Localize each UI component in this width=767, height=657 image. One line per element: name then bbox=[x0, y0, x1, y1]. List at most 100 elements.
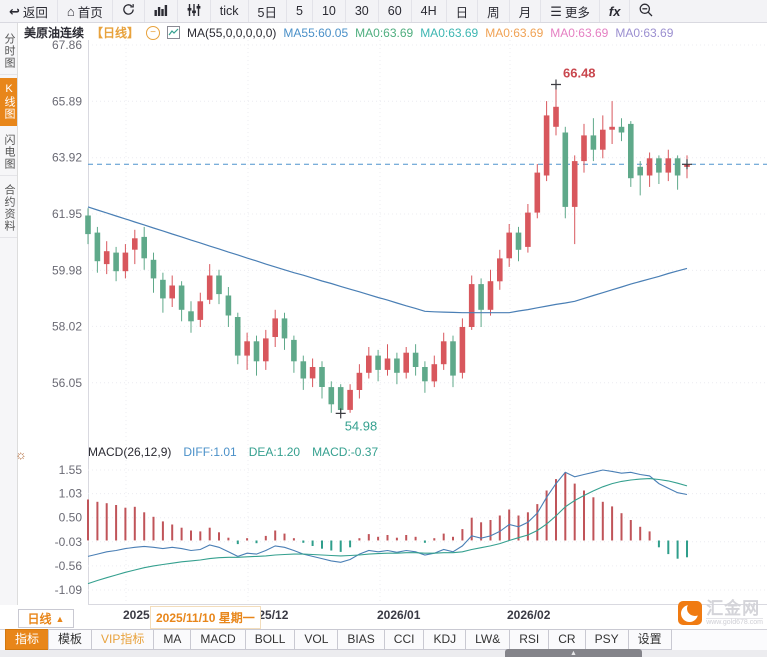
period-tick-button[interactable]: tick bbox=[211, 0, 249, 22]
menu-icon: ☰ bbox=[550, 3, 562, 19]
tab-lw[interactable]: LW& bbox=[465, 629, 511, 650]
bar-chart-button[interactable] bbox=[145, 0, 178, 22]
ma-indicator-icon[interactable] bbox=[167, 26, 181, 39]
period-30-button[interactable]: 30 bbox=[346, 0, 379, 22]
svg-text:67.86: 67.86 bbox=[52, 38, 82, 52]
crosshair-date-label: 2025/11/10 星期一 bbox=[150, 606, 261, 629]
sidebar-item-lightning-chart[interactable]: 闪电图 bbox=[0, 129, 17, 176]
home-button[interactable]: ⌂ 首页 bbox=[58, 0, 113, 22]
fx-icon: fx bbox=[608, 3, 621, 19]
svg-text:-0.03: -0.03 bbox=[55, 535, 83, 549]
macd-settings-label: MACD(26,12,9) bbox=[88, 445, 172, 459]
tab-templates[interactable]: 模板 bbox=[48, 629, 93, 650]
tab-vip-indicators[interactable]: VIP指标 bbox=[91, 629, 155, 650]
ma0-value-5: MA0:63.69 bbox=[615, 25, 674, 40]
svg-text:63.92: 63.92 bbox=[52, 151, 82, 165]
dea-value: DEA:1.20 bbox=[248, 445, 301, 459]
top-toolbar: ↩ 返回 ⌂ 首页 tick 5日 5 10 30 60 4H 日 周 月 ☰ … bbox=[0, 0, 767, 23]
period-selector-label: 日线 bbox=[27, 612, 52, 626]
candlestick-icon bbox=[187, 3, 201, 19]
ma0-value-3: MA0:63.69 bbox=[485, 25, 544, 40]
tab-ma[interactable]: MA bbox=[153, 629, 192, 650]
period-month-button[interactable]: 月 bbox=[510, 0, 542, 22]
x-axis: 2025/11 2025/12 2026/01 2026/02 2025/11/… bbox=[0, 606, 767, 629]
svg-text:61.95: 61.95 bbox=[52, 207, 82, 221]
tab-macd[interactable]: MACD bbox=[190, 629, 246, 650]
left-sidebar: 分时图 K线图 闪电图 合约资料 bbox=[0, 22, 18, 605]
ma-settings-label: MA(55,0,0,0,0,0) bbox=[187, 25, 277, 40]
svg-text:59.98: 59.98 bbox=[52, 263, 82, 277]
svg-text:0.50: 0.50 bbox=[59, 511, 83, 525]
triangle-up-icon: ▲ bbox=[55, 613, 65, 624]
ma0-value-1: MA0:63.69 bbox=[355, 25, 414, 40]
brand-watermark: 汇金网 www.gold678.com bbox=[678, 600, 763, 626]
tab-settings[interactable]: 设置 bbox=[627, 629, 672, 650]
tick-chart-button[interactable] bbox=[178, 0, 211, 22]
tab-bias[interactable]: BIAS bbox=[337, 629, 385, 650]
x-label-2026-02: 2026/02 bbox=[507, 608, 551, 622]
home-label: 首页 bbox=[77, 5, 103, 20]
tab-cci[interactable]: CCI bbox=[383, 629, 425, 650]
ma55-value: MA55:60.05 bbox=[283, 25, 349, 40]
svg-text:-1.09: -1.09 bbox=[55, 583, 83, 597]
more-label: 更多 bbox=[564, 5, 590, 20]
fx-button[interactable]: fx bbox=[600, 0, 631, 22]
period-5-button[interactable]: 5 bbox=[287, 0, 313, 22]
svg-text:-0.56: -0.56 bbox=[55, 559, 83, 573]
tab-indicators[interactable]: 指标 bbox=[5, 629, 50, 650]
instrument-title: 美原油连续 bbox=[24, 26, 85, 40]
diff-value: DIFF:1.01 bbox=[183, 445, 237, 459]
tab-boll[interactable]: BOLL bbox=[244, 629, 296, 650]
svg-text:54.98: 54.98 bbox=[345, 418, 378, 433]
brand-logo-icon bbox=[678, 601, 703, 625]
svg-text:1.03: 1.03 bbox=[59, 487, 83, 501]
zoom-out-icon bbox=[639, 3, 653, 20]
period-4h-button[interactable]: 4H bbox=[412, 0, 447, 22]
refresh-button[interactable] bbox=[113, 0, 145, 22]
drawer-handle[interactable]: ▲ bbox=[505, 649, 642, 657]
tab-rsi[interactable]: RSI bbox=[509, 629, 550, 650]
period-day-button[interactable]: 日 bbox=[447, 0, 479, 22]
svg-text:66.48: 66.48 bbox=[563, 66, 596, 81]
period-60-button[interactable]: 60 bbox=[379, 0, 412, 22]
refresh-icon bbox=[122, 3, 135, 19]
sidebar-item-time-chart[interactable]: 分时图 bbox=[0, 28, 17, 75]
bar-chart-icon bbox=[154, 4, 168, 19]
svg-text:58.02: 58.02 bbox=[52, 319, 82, 333]
sidebar-item-kline-chart[interactable]: K线图 bbox=[0, 78, 17, 126]
back-icon: ↩ bbox=[9, 3, 20, 19]
period-tag[interactable]: 【日线】 bbox=[91, 26, 140, 40]
x-label-2026-01: 2026/01 bbox=[377, 608, 421, 622]
home-icon: ⌂ bbox=[66, 3, 75, 19]
zoom-out-button[interactable] bbox=[630, 0, 662, 22]
triangle-up-icon: ▲ bbox=[570, 649, 577, 657]
collapse-icon[interactable]: − bbox=[146, 25, 161, 40]
tab-vol[interactable]: VOL bbox=[294, 629, 339, 650]
indicator-tabs: 指标 模板 VIP指标 MA MACD BOLL VOL BIAS CCI KD… bbox=[0, 629, 767, 650]
svg-text:56.05: 56.05 bbox=[52, 376, 82, 390]
more-button[interactable]: ☰ 更多 bbox=[541, 0, 600, 22]
brand-name: 汇金网 bbox=[706, 599, 761, 618]
ma0-value-4: MA0:63.69 bbox=[550, 25, 609, 40]
chart-header: 美原油连续 【日线】 − MA(55,0,0,0,0,0) MA55:60.05… bbox=[24, 24, 673, 41]
period-10-button[interactable]: 10 bbox=[313, 0, 346, 22]
svg-text:1.55: 1.55 bbox=[59, 463, 83, 477]
back-button[interactable]: ↩ 返回 bbox=[0, 0, 58, 22]
back-label: 返回 bbox=[22, 5, 48, 20]
sidebar-item-contract-info[interactable]: 合约资料 bbox=[0, 179, 17, 238]
indicator-settings-icon[interactable]: ☼ bbox=[15, 447, 27, 462]
ma0-value-2: MA0:63.69 bbox=[420, 25, 479, 40]
tab-cr[interactable]: CR bbox=[548, 629, 586, 650]
brand-url: www.gold678.com bbox=[706, 618, 763, 626]
period-week-button[interactable]: 周 bbox=[478, 0, 510, 22]
macd-value: MACD:-0.37 bbox=[312, 445, 379, 459]
tab-psy[interactable]: PSY bbox=[584, 629, 629, 650]
tab-kdj[interactable]: KDJ bbox=[423, 629, 467, 650]
macd-header: MACD(26,12,9) DIFF:1.01 DEA:1.20 MACD:-0… bbox=[88, 445, 378, 459]
bottom-strip bbox=[0, 649, 767, 657]
period-5d-button[interactable]: 5日 bbox=[249, 0, 287, 22]
period-selector[interactable]: 日线 ▲ bbox=[18, 609, 74, 628]
brand-text: 汇金网 www.gold678.com bbox=[706, 600, 763, 626]
svg-text:65.89: 65.89 bbox=[52, 94, 82, 108]
